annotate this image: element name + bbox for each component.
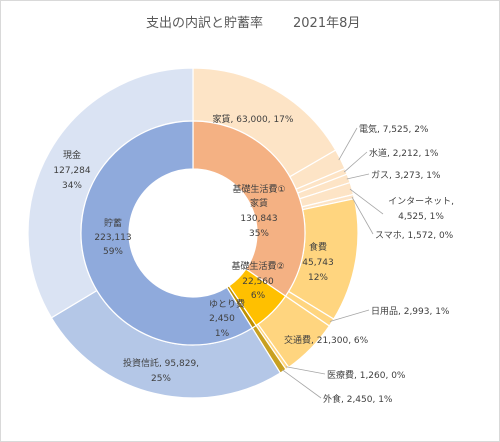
leader-line bbox=[346, 173, 370, 180]
inner-label-value: 130,843 bbox=[240, 214, 277, 224]
outer-label-スマホ: スマホ, 1,572, 0% bbox=[375, 230, 454, 241]
outer-label-投資信託: 投資信託, 95,829, bbox=[123, 357, 199, 369]
outer-label-現金: 34% bbox=[62, 181, 82, 191]
inner-label-percent: 6% bbox=[251, 291, 266, 301]
leader-line bbox=[349, 188, 384, 215]
chart-subtitle: 2021年8月 bbox=[293, 16, 360, 31]
outer-ring bbox=[27, 67, 359, 399]
leader-line bbox=[286, 366, 326, 375]
leader-line bbox=[351, 196, 374, 235]
outer-label-家賃: 家賃, 63,000, 17% bbox=[213, 113, 294, 125]
inner-label-name: 基礎生活費① bbox=[232, 183, 285, 195]
outer-label-ガス: ガス, 3,273, 1% bbox=[371, 170, 441, 181]
leader-line bbox=[281, 369, 322, 399]
outer-label-現金: 127,284 bbox=[53, 166, 90, 176]
outer-label-現金: 現金 bbox=[63, 149, 81, 161]
outer-label-日用品: 日用品, 2,993, 1% bbox=[371, 306, 450, 317]
chart-title: 支出の内訳と貯蓄率 bbox=[146, 15, 263, 31]
inner-label-name: 貯蓄 bbox=[104, 217, 122, 229]
leader-lines bbox=[281, 127, 384, 399]
outer-label-投資信託: 25% bbox=[151, 374, 171, 384]
leader-line bbox=[343, 151, 368, 173]
outer-label-電気: 電気, 7,525, 2% bbox=[359, 123, 429, 135]
outer-label-外食: 外食, 2,450, 1% bbox=[323, 393, 393, 405]
leader-line bbox=[329, 309, 370, 322]
inner-ring bbox=[80, 120, 306, 346]
inner-label-percent: 59% bbox=[103, 247, 123, 257]
inner-slice-3 bbox=[80, 120, 254, 346]
inner-label-value: 2,450 bbox=[209, 314, 235, 324]
inner-label-value: 22,560 bbox=[242, 277, 274, 287]
outer-label-インターネット: 4,525, 1% bbox=[398, 212, 444, 222]
outer-label-医療費: 医療費, 1,260, 0% bbox=[327, 369, 406, 381]
outer-label-食費: 45,743 bbox=[302, 258, 334, 268]
inner-label-name: ゆとり費 bbox=[209, 298, 245, 310]
outer-label-交通費: 交通費, 21,300, 6% bbox=[284, 334, 369, 346]
outer-label-食費: 12% bbox=[308, 273, 328, 283]
outer-label-食費: 食費 bbox=[309, 241, 327, 253]
inner-label-name: 基礎生活費② bbox=[231, 260, 284, 272]
inner-label-percent: 1% bbox=[215, 329, 230, 339]
inner-label-percent: 35% bbox=[249, 229, 269, 239]
inner-label-sub: 家賃 bbox=[250, 197, 268, 209]
outer-label-インターネット: インターネット, bbox=[388, 196, 454, 207]
leader-line bbox=[338, 127, 358, 161]
inner-slice-0 bbox=[192, 120, 306, 297]
outer-label-水道: 水道, 2,212, 1% bbox=[369, 147, 439, 159]
inner-label-value: 223,113 bbox=[94, 233, 131, 243]
data-labels: 基礎生活費① 家賃 130,843 35% 基礎生活費② 22,560 6% ゆとり費 2,45… bbox=[53, 113, 454, 405]
